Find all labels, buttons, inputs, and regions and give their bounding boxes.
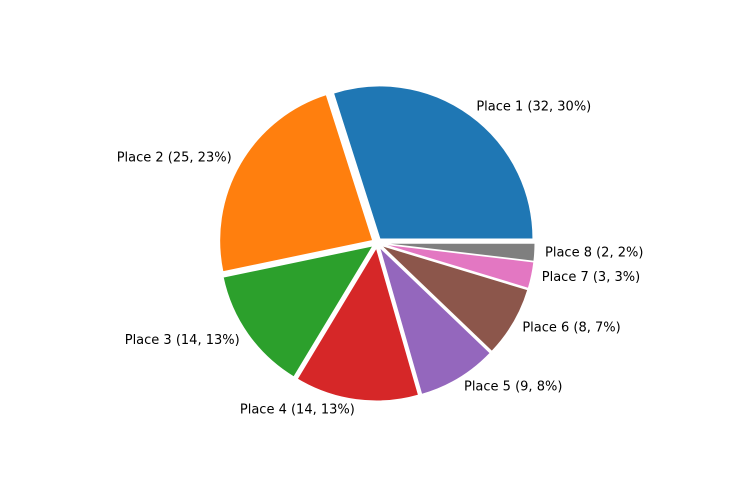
pie-slice-5 (378, 245, 491, 395)
pie-slice-label-4: Place 4 (14, 13%) (240, 402, 355, 417)
pie-slice-label-2: Place 2 (25, 23%) (117, 151, 232, 166)
pie-slice-label-6: Place 6 (8, 7%) (522, 320, 620, 335)
pie-slice-3 (222, 245, 374, 378)
pie-slice-label-1: Place 1 (32, 30%) (476, 100, 591, 115)
pie-slice-label-5: Place 5 (9, 8%) (464, 380, 562, 395)
pie-slice-1 (332, 85, 534, 240)
pie-slice-8 (381, 242, 536, 262)
pie-slices (219, 85, 536, 402)
pie-slice-label-3: Place 3 (14, 13%) (125, 333, 240, 348)
pie-slice-6 (380, 245, 529, 353)
pie-slice-7 (381, 243, 535, 289)
pie-slice-4 (296, 246, 420, 402)
pie-slice-label-8: Place 8 (2, 2%) (545, 245, 643, 260)
pie-slice-label-7: Place 7 (3, 3%) (542, 270, 640, 285)
pie-labels: Place 1 (32, 30%) Place 2 (25, 23%) Place … (117, 100, 644, 418)
pie-slice-2 (219, 94, 374, 273)
